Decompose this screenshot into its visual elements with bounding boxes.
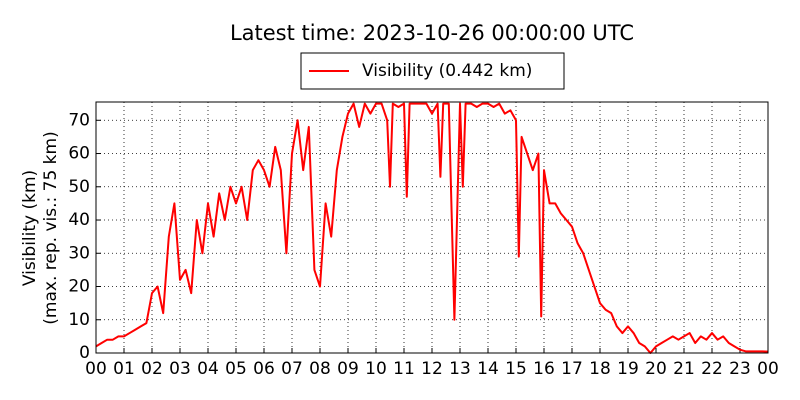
x-tick-label: 00 (757, 359, 779, 379)
x-tick-label: 03 (169, 359, 191, 379)
y-tick-label: 70 (68, 110, 90, 130)
y-tick-label: 60 (68, 144, 90, 164)
x-tick-label: 21 (673, 359, 695, 379)
x-tick-label: 23 (729, 359, 751, 379)
x-tick-label: 07 (281, 359, 303, 379)
y-axis-label: (max. rep. vis.: 75 km) (41, 131, 61, 324)
y-tick-label: 50 (68, 177, 90, 197)
y-tick-label: 30 (68, 243, 90, 263)
x-tick-label: 17 (561, 359, 583, 379)
y-tick-label: 20 (68, 277, 90, 297)
x-tick-label: 14 (477, 359, 499, 379)
y-tick-label: 10 (68, 310, 90, 330)
legend-label: Visibility (0.442 km) (362, 61, 532, 81)
x-tick-label: 22 (701, 359, 723, 379)
x-tick-label: 18 (589, 359, 611, 379)
x-tick-label: 02 (141, 359, 163, 379)
x-tick-label: 11 (393, 359, 415, 379)
x-tick-label: 20 (645, 359, 667, 379)
x-tick-label: 06 (253, 359, 275, 379)
x-tick-label: 10 (365, 359, 387, 379)
x-tick-label: 15 (505, 359, 527, 379)
x-tick-label: 16 (533, 359, 555, 379)
y-tick-label: 40 (68, 210, 90, 230)
x-tick-label: 08 (309, 359, 331, 379)
plot-frame (95, 101, 769, 354)
x-tick-label: 04 (197, 359, 219, 379)
x-tick-label: 09 (337, 359, 359, 379)
y-axis-label: Visibility (km) (20, 170, 40, 286)
x-tick-label: 13 (449, 359, 471, 379)
x-tick-label: 05 (225, 359, 247, 379)
x-tick-label: 00 (85, 359, 107, 379)
y-tick-label: 0 (79, 343, 90, 363)
x-tick-label: 19 (617, 359, 639, 379)
chart-title: Latest time: 2023-10-26 00:00:00 UTC (230, 21, 634, 45)
x-tick-label: 12 (421, 359, 443, 379)
x-tick-label: 01 (113, 359, 135, 379)
